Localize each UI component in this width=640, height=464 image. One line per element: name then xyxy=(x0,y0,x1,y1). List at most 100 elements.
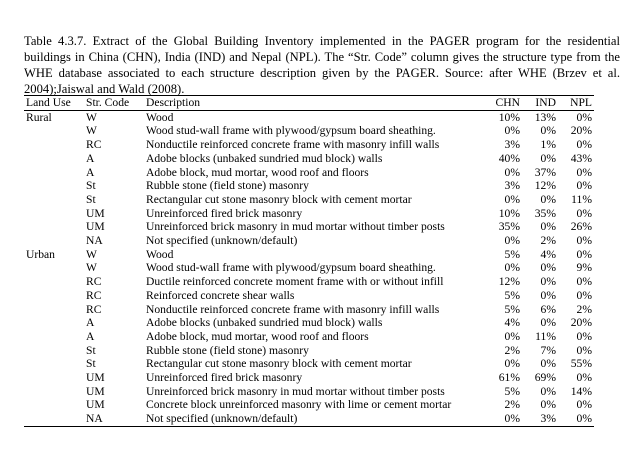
cell-npl: 0% xyxy=(576,165,592,179)
cell-land-use xyxy=(24,398,84,412)
cell-ind: 3% xyxy=(522,412,558,427)
cell-land-use xyxy=(24,344,84,358)
cell-str-code: RC xyxy=(86,288,102,302)
table-row: St Rubble stone (field stone) masonry 2% 7%… xyxy=(24,344,594,358)
cell-str-code: St xyxy=(86,343,96,357)
cell-str-code: W xyxy=(86,261,97,275)
cell-chn: 0% xyxy=(504,329,520,343)
table-row: RC Reinforced concrete shear walls 5% 0% 0% xyxy=(24,289,594,303)
table-row: A Adobe block, mud mortar, wood roof and … xyxy=(24,330,594,344)
cell-str-code: W xyxy=(86,124,97,138)
cell-chn: 0% xyxy=(504,234,520,248)
cell-str-code: UM xyxy=(86,384,105,398)
cell-ind: 0% xyxy=(540,384,556,398)
cell-ind: 11% xyxy=(535,329,556,343)
cell-description: Nonductile reinforced concrete frame wit… xyxy=(146,302,440,316)
cell-chn: 5% xyxy=(504,302,520,316)
cell-str-code: St xyxy=(86,192,96,206)
cell-land-use xyxy=(24,234,84,248)
cell-description: Not specified (unknown/default) xyxy=(144,412,486,427)
cell-npl: 0% xyxy=(576,138,592,152)
cell-npl: 0% xyxy=(576,110,592,124)
cell-description: Wood stud-wall frame with plywood/gypsum… xyxy=(146,124,436,138)
table-row: RC Nonductile reinforced concrete frame w… xyxy=(24,303,594,317)
table-row: RC Ductile reinforced concrete moment fra… xyxy=(24,275,594,289)
cell-npl: 0% xyxy=(576,329,592,343)
cell-land-use xyxy=(24,412,84,427)
header-chn: CHN xyxy=(486,95,522,111)
cell-description: Ductile reinforced concrete moment frame… xyxy=(146,275,444,289)
cell-land-use xyxy=(24,330,84,344)
cell-npl: 0% xyxy=(576,343,592,357)
table-row: UM Unreinforced fired brick masonry 10% 35%… xyxy=(24,207,594,221)
table-body: Rural W Wood 10% 13% 0% W Wood stud-wall frame … xyxy=(24,110,594,427)
cell-chn: 12% xyxy=(498,275,520,289)
table-row: Rural W Wood 10% 13% 0% xyxy=(24,110,594,124)
cell-chn: 10% xyxy=(498,206,520,220)
cell-chn: 5% xyxy=(504,288,520,302)
cell-ind: 4% xyxy=(540,247,556,261)
cell-str-code: UM xyxy=(86,220,105,234)
cell-ind: 0% xyxy=(540,261,556,275)
cell-description: Adobe block, mud mortar, wood roof and f… xyxy=(146,165,369,179)
table-row: W Wood stud-wall frame with plywood/gypsu… xyxy=(24,261,594,275)
table-row: A Adobe blocks (unbaked sundried mud bloc… xyxy=(24,316,594,330)
cell-str-code: RC xyxy=(86,275,102,289)
cell-npl: 0% xyxy=(576,398,592,412)
cell-str-code: UM xyxy=(86,371,105,385)
cell-description: Reinforced concrete shear walls xyxy=(146,288,295,302)
cell-str-code: A xyxy=(86,151,95,165)
table-row: UM Concrete block unreinforced masonry wi… xyxy=(24,398,594,412)
table-row: UM Unreinforced fired brick masonry 61% 69%… xyxy=(24,371,594,385)
cell-land-use xyxy=(24,261,84,275)
cell-npl: 11% xyxy=(571,192,592,206)
cell-str-code: NA xyxy=(86,234,103,248)
cell-npl: 0% xyxy=(576,247,592,261)
cell-npl: 0% xyxy=(558,412,594,427)
table-caption: Table 4.3.7. Extract of the Global Build… xyxy=(24,33,620,97)
cell-str-code: RC xyxy=(86,302,102,316)
cell-ind: 0% xyxy=(540,124,556,138)
cell-str-code: A xyxy=(86,316,95,330)
header-ind: IND xyxy=(522,95,558,111)
table-row: A Adobe block, mud mortar, wood roof and … xyxy=(24,166,594,180)
table-row: St Rectangular cut stone masonry block wi… xyxy=(24,193,594,207)
cell-npl: 0% xyxy=(576,288,592,302)
cell-npl: 43% xyxy=(570,151,592,165)
cell-land-use xyxy=(24,371,84,385)
cell-chn: 0% xyxy=(504,261,520,275)
cell-npl: 2% xyxy=(576,302,592,316)
header-npl: NPL xyxy=(558,95,594,111)
cell-chn: 0% xyxy=(504,124,520,138)
cell-ind: 69% xyxy=(534,371,556,385)
cell-land-use xyxy=(24,138,84,152)
header-description: Description xyxy=(144,95,486,111)
cell-description: Concrete block unreinforced masonry with… xyxy=(146,398,452,412)
cell-description: Adobe block, mud mortar, wood roof and f… xyxy=(146,329,369,343)
cell-npl: 20% xyxy=(570,124,592,138)
cell-land-use xyxy=(24,124,84,138)
cell-land-use xyxy=(24,166,84,180)
cell-chn: 0% xyxy=(504,165,520,179)
cell-npl: 0% xyxy=(576,179,592,193)
cell-str-code: A xyxy=(86,329,95,343)
cell-ind: 7% xyxy=(540,343,556,357)
cell-chn: 2% xyxy=(504,398,520,412)
cell-ind: 0% xyxy=(540,220,556,234)
cell-description: Unreinforced brick masonry in mud mortar… xyxy=(146,384,445,398)
cell-ind: 6% xyxy=(540,302,556,316)
table-header-row: Land Use Str. Code Description CHN IND N… xyxy=(24,95,594,111)
cell-str-code: UM xyxy=(86,206,105,220)
cell-description: Wood stud-wall frame with plywood/gypsum… xyxy=(146,261,436,275)
cell-chn: 0% xyxy=(504,357,520,371)
cell-npl: 26% xyxy=(570,220,592,234)
cell-description: Unreinforced fired brick masonry xyxy=(146,206,303,220)
cell-str-code: NA xyxy=(84,412,144,427)
cell-ind: 35% xyxy=(534,206,556,220)
cell-ind: 0% xyxy=(540,275,556,289)
cell-chn: 2% xyxy=(504,343,520,357)
header-land-use: Land Use xyxy=(24,95,84,111)
cell-description: Adobe blocks (unbaked sundried mud block… xyxy=(146,151,383,165)
cell-land-use: Urban xyxy=(26,247,55,261)
